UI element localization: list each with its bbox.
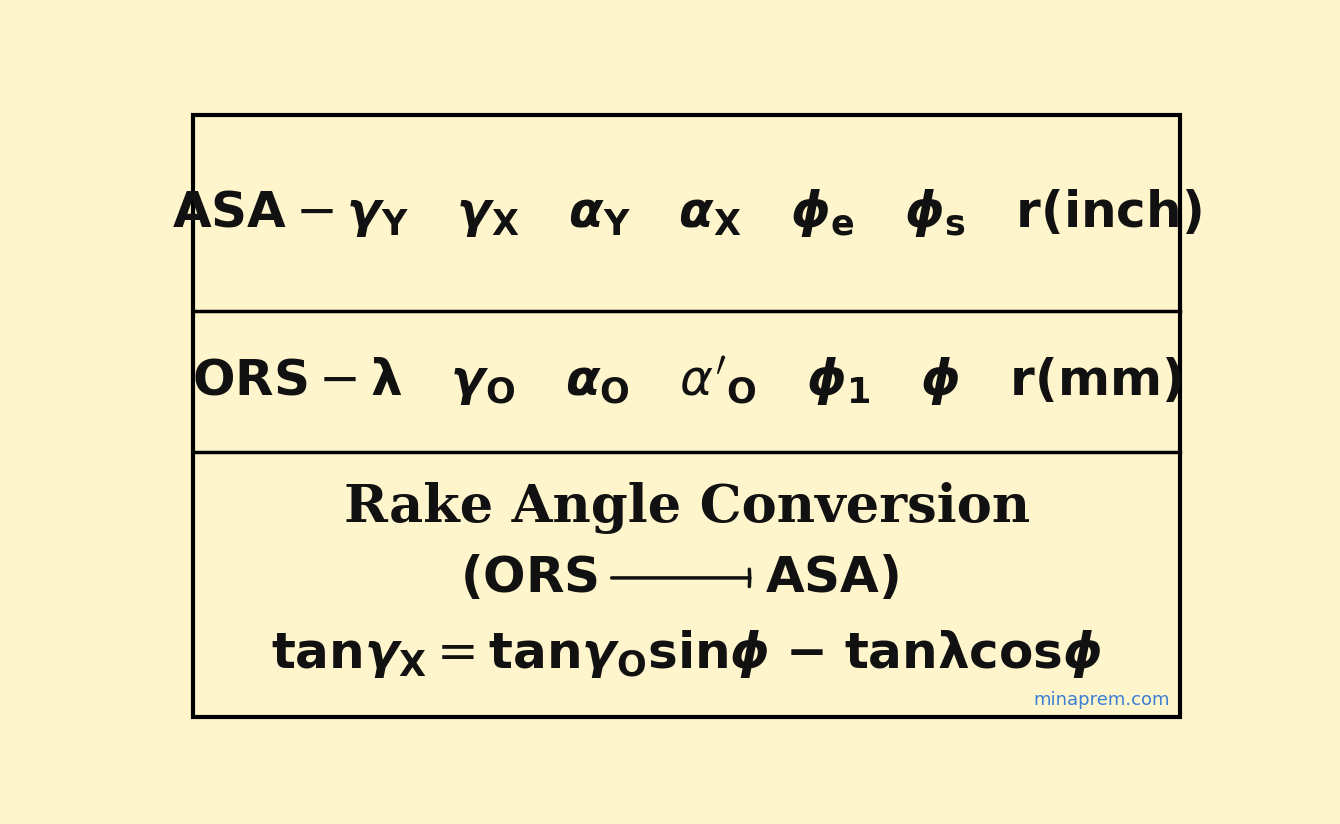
FancyBboxPatch shape (193, 115, 1181, 718)
Text: $\mathbf{ORS} - \boldsymbol{\lambda}\ \ \ \boldsymbol{\gamma}_\mathbf{O}\ \ \ \b: $\mathbf{ORS} - \boldsymbol{\lambda}\ \ … (192, 354, 1182, 408)
Text: $\mathbf{ASA)}$: $\mathbf{ASA)}$ (765, 553, 899, 602)
Text: $\mathbf{tan}\boldsymbol{\gamma}_\mathbf{X} = \mathbf{tan}\boldsymbol{\gamma}_\m: $\mathbf{tan}\boldsymbol{\gamma}_\mathbf… (271, 628, 1103, 680)
Text: $\mathbf{(ORS}$: $\mathbf{(ORS}$ (460, 553, 599, 602)
Text: Rake Angle Conversion: Rake Angle Conversion (343, 482, 1030, 534)
Text: $\mathbf{ASA} - \boldsymbol{\gamma}_\mathbf{Y}\ \ \ \boldsymbol{\gamma}_\mathbf{: $\mathbf{ASA} - \boldsymbol{\gamma}_\mat… (172, 187, 1202, 239)
Text: minaprem.com: minaprem.com (1033, 691, 1170, 709)
